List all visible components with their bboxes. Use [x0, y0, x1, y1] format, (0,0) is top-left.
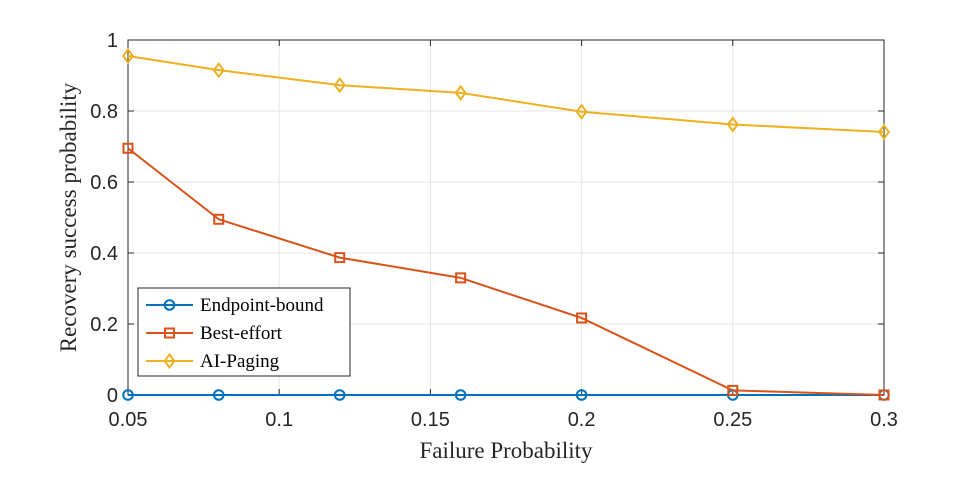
y-axis-label: Recovery success probability — [56, 82, 81, 352]
tick-labels: 0.05 0.1 0.15 0.2 0.25 0.3 0 0.2 0.4 0.6 0.8 1 — [90, 30, 898, 431]
endpoint-bound-point — [333, 389, 346, 401]
x-tick-label: 0.1 — [265, 409, 293, 431]
y-tick-label: 0.2 — [90, 314, 118, 336]
best-effort-line — [127, 147, 885, 396]
series — [121, 47, 891, 401]
ai-paging-point — [333, 76, 346, 94]
x-tick-label: 0.25 — [713, 409, 752, 431]
endpoint-bound-point — [212, 389, 225, 401]
best-effort-point — [727, 384, 739, 396]
x-tick-label: 0.05 — [109, 409, 148, 431]
series-ai-paging — [121, 47, 891, 141]
best-effort-point — [878, 389, 890, 401]
legend-marker-ai-paging — [163, 352, 176, 370]
ai-paging-line — [127, 54, 885, 133]
endpoint-bound-point — [454, 389, 467, 401]
best-effort-point — [122, 142, 134, 154]
endpoint-bound-point — [122, 389, 134, 401]
x-axis-label: Failure Probability — [419, 438, 593, 463]
y-tick-label: 0.8 — [90, 101, 118, 123]
y-tick-label: 0 — [107, 385, 118, 407]
series-best-effort — [122, 142, 890, 401]
ai-paging-point — [454, 84, 467, 102]
endpoint-bound-point — [575, 389, 588, 401]
x-tick-label: 0.3 — [870, 409, 898, 431]
legend-label-best-effort: Best-effort — [200, 323, 283, 344]
best-effort-point — [576, 312, 588, 324]
best-effort-point — [334, 252, 346, 264]
legend: Endpoint-bound Best-effort AI-Paging — [137, 287, 351, 377]
legend-label-ai-paging: AI-Paging — [200, 351, 280, 372]
y-tick-label: 0.4 — [90, 243, 118, 265]
legend-marker-best-effort — [164, 327, 175, 339]
ai-paging-point — [121, 47, 135, 65]
y-tick-label: 1 — [107, 30, 118, 52]
x-tick-label: 0.15 — [411, 409, 450, 431]
legend-marker-endpoint-bound — [163, 299, 176, 311]
ai-paging-point — [877, 123, 891, 141]
ai-paging-point — [575, 103, 588, 120]
y-tick-label: 0.6 — [90, 172, 118, 194]
legend-label-endpoint-bound: Endpoint-bound — [200, 295, 324, 316]
ai-paging-point — [212, 61, 225, 79]
best-effort-point — [213, 213, 225, 225]
ai-paging-point — [726, 116, 739, 133]
x-tick-label: 0.2 — [568, 409, 596, 431]
best-effort-point — [455, 272, 467, 284]
